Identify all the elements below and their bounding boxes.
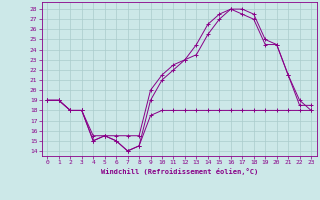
- X-axis label: Windchill (Refroidissement éolien,°C): Windchill (Refroidissement éolien,°C): [100, 168, 258, 175]
